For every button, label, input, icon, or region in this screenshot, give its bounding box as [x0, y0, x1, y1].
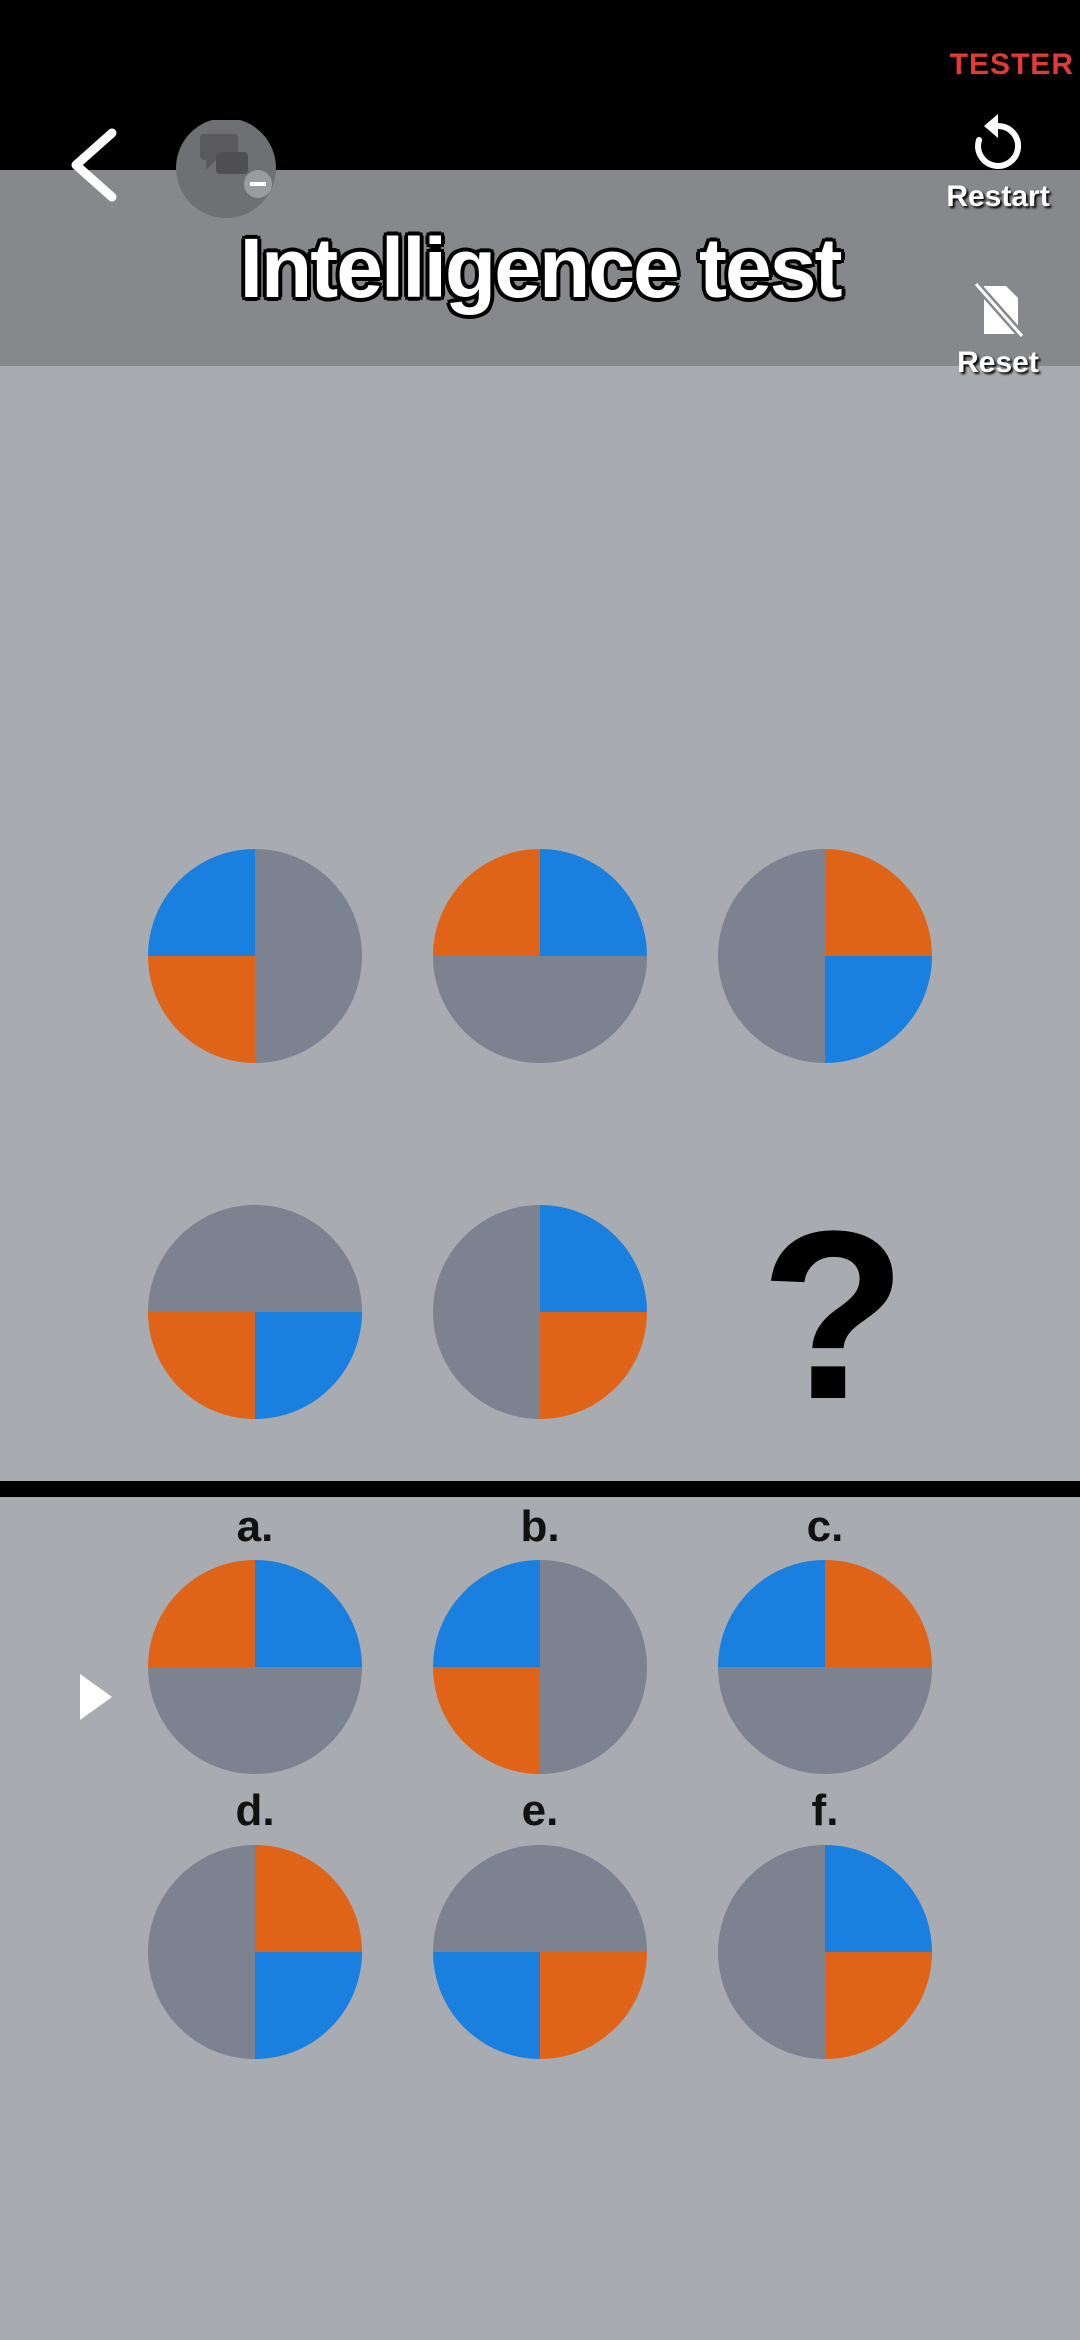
quadrant-bottom-left-orange [148, 956, 255, 1063]
quadrant-top-left-blue [148, 849, 255, 956]
play-icon[interactable] [78, 1672, 114, 1722]
chevron-left-icon [71, 128, 117, 202]
quadrant-top-right-orange [255, 1845, 362, 1952]
quadrant-bottom-right-gray [540, 1667, 647, 1774]
option-label-e: e. [521, 1786, 559, 1835]
quadrant-top-left-blue [718, 1560, 825, 1667]
puzzle-circle-4 [148, 1205, 362, 1419]
quadrant-top-left-gray [148, 1205, 255, 1312]
no-sim-icon [973, 281, 1025, 339]
chat-toggle-button[interactable] [174, 118, 284, 220]
reset-button[interactable]: Reset [933, 278, 1063, 380]
quadrant-top-left-blue [433, 1560, 540, 1667]
quadrant-bottom-left-gray [433, 1312, 540, 1419]
quadrant-bottom-right-orange [825, 1952, 932, 2059]
puzzle-circle-2 [433, 849, 647, 1063]
quadrant-bottom-left-gray [433, 956, 540, 1063]
quadrant-bottom-right-orange [540, 1312, 647, 1419]
quadrant-top-right-blue [540, 849, 647, 956]
quadrant-bottom-left-orange [433, 1667, 540, 1774]
puzzle-circle-3 [718, 849, 932, 1063]
quadrant-bottom-left-gray [148, 1667, 255, 1774]
quadrant-top-right-gray [540, 1845, 647, 1952]
restart-label: Restart [946, 180, 1050, 213]
option-label-c: c. [806, 1502, 844, 1551]
puzzle-circle-5 [433, 1205, 647, 1419]
quadrant-top-right-blue [255, 1560, 362, 1667]
quadrant-top-right-orange [825, 1560, 932, 1667]
option-d[interactable] [148, 1845, 362, 2059]
reset-label: Reset [957, 346, 1039, 379]
restart-button[interactable]: Restart [933, 112, 1063, 214]
quadrant-top-left-gray [433, 1845, 540, 1952]
quadrant-top-left-orange [148, 1560, 255, 1667]
quadrant-bottom-right-blue [255, 1312, 362, 1419]
quadrant-bottom-right-gray [255, 956, 362, 1063]
quadrant-top-left-gray [718, 1845, 825, 1952]
quadrant-top-right-orange [825, 849, 932, 956]
option-c[interactable] [718, 1560, 932, 1774]
quadrant-bottom-right-gray [255, 1667, 362, 1774]
quadrant-bottom-right-blue [255, 1952, 362, 2059]
quadrant-top-left-gray [718, 849, 825, 956]
quadrant-bottom-right-gray [825, 1667, 932, 1774]
quadrant-bottom-left-orange [148, 1312, 255, 1419]
page-title: Intelligence test [239, 221, 843, 315]
quadrant-bottom-left-blue [433, 1952, 540, 2059]
quadrant-bottom-right-orange [540, 1952, 647, 2059]
quadrant-bottom-left-gray [718, 1667, 825, 1774]
quadrant-bottom-right-gray [540, 956, 647, 1063]
back-button[interactable] [62, 125, 132, 205]
divider [0, 1481, 1080, 1497]
restart-icon [975, 114, 1022, 169]
quadrant-bottom-right-blue [825, 956, 932, 1063]
tester-badge: TESTER [949, 48, 1074, 81]
option-b[interactable] [433, 1560, 647, 1774]
quadrant-top-right-gray [255, 1205, 362, 1312]
quadrant-top-right-blue [540, 1205, 647, 1312]
option-label-a: a. [236, 1502, 274, 1551]
option-f[interactable] [718, 1845, 932, 2059]
quadrant-top-right-blue [825, 1845, 932, 1952]
quadrant-bottom-left-gray [718, 956, 825, 1063]
puzzle-circle-1 [148, 849, 362, 1063]
quadrant-bottom-left-gray [148, 1952, 255, 2059]
quadrant-top-left-orange [433, 849, 540, 956]
option-label-d: d. [235, 1786, 275, 1835]
quadrant-top-left-gray [433, 1205, 540, 1312]
question-mark: ? [760, 1181, 907, 1449]
quadrant-top-left-gray [148, 1845, 255, 1952]
header-bar [0, 170, 1080, 366]
quadrant-bottom-left-gray [718, 1952, 825, 2059]
option-label-f: f. [811, 1786, 839, 1835]
option-e[interactable] [433, 1845, 647, 2059]
option-a[interactable] [148, 1560, 362, 1774]
option-label-b: b. [520, 1502, 560, 1551]
quadrant-top-right-gray [255, 849, 362, 956]
quadrant-top-right-gray [540, 1560, 647, 1667]
chat-off-icon [176, 118, 276, 218]
status-bar: TESTER [0, 0, 1080, 170]
